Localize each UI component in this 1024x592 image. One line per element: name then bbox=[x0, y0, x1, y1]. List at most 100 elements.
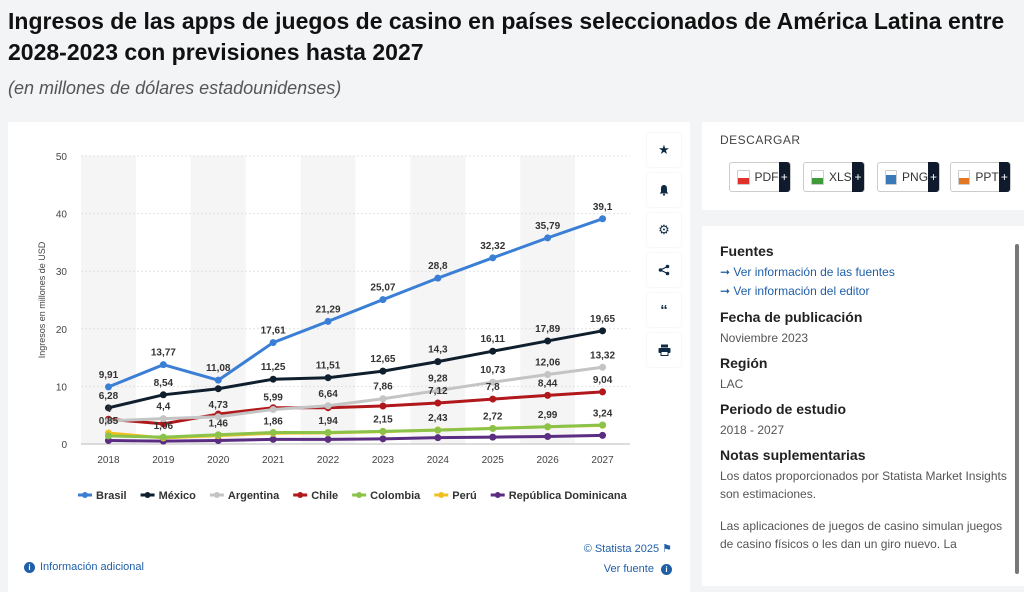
data-label: 9,04 bbox=[593, 375, 613, 386]
data-label: 17,89 bbox=[535, 324, 560, 335]
data-point bbox=[324, 402, 332, 410]
legend-swatch-dot bbox=[356, 492, 363, 498]
download-xls-label: XLS bbox=[829, 170, 852, 184]
gear-icon[interactable]: ⚙ bbox=[647, 213, 681, 247]
data-label: 8,44 bbox=[538, 378, 558, 389]
data-label: 8,54 bbox=[154, 378, 174, 389]
sources-title: Fuentes bbox=[720, 243, 774, 259]
legend-entry: Argentina bbox=[228, 490, 280, 502]
plus-icon: + bbox=[778, 162, 790, 192]
additional-info-link[interactable]: i Información adicional bbox=[24, 561, 144, 573]
legend-swatch-dot bbox=[144, 492, 151, 498]
info-panel: Fuentes ➞ Ver información de las fuentes… bbox=[702, 226, 1024, 586]
download-title: DESCARGAR bbox=[720, 133, 801, 147]
data-point bbox=[214, 376, 222, 384]
data-label: 11,51 bbox=[316, 361, 341, 372]
data-point bbox=[489, 254, 497, 262]
data-label: 1,06 bbox=[154, 421, 174, 432]
data-label: 1,46 bbox=[209, 419, 229, 430]
data-point bbox=[324, 428, 332, 436]
share-icon[interactable] bbox=[647, 253, 681, 287]
publication-title: Fecha de publicación bbox=[720, 309, 863, 325]
data-point bbox=[324, 374, 332, 382]
info-scrollbar[interactable] bbox=[1015, 244, 1019, 574]
x-tick-label: 2027 bbox=[591, 455, 614, 466]
source-link[interactable]: Ver fuente i bbox=[604, 563, 672, 575]
region-title: Región bbox=[720, 355, 768, 371]
data-label: 7,12 bbox=[428, 386, 448, 397]
y-tick-label: 40 bbox=[56, 210, 68, 221]
x-tick-label: 2022 bbox=[317, 455, 340, 466]
line-chart: 0 10 20 30 40 50 Ingresos en millones de USD 20… bbox=[37, 152, 630, 502]
sources-link[interactable]: ➞ Ver información de las fuentes bbox=[720, 263, 1010, 282]
column-band bbox=[81, 156, 136, 444]
data-point bbox=[434, 399, 442, 407]
data-point bbox=[599, 388, 607, 396]
data-point bbox=[599, 421, 607, 429]
period-section: Periodo de estudio 2018 - 2027 bbox=[720, 401, 1010, 439]
legend-swatch-dot bbox=[82, 492, 88, 498]
data-point bbox=[104, 417, 112, 425]
pdf-file-icon bbox=[737, 169, 750, 185]
bell-icon[interactable] bbox=[647, 173, 681, 207]
data-point bbox=[434, 434, 442, 442]
legend-entry: Chile bbox=[311, 490, 338, 502]
data-point bbox=[324, 435, 332, 443]
data-label: 10,73 bbox=[480, 365, 505, 376]
legend-entry: Perú bbox=[452, 490, 476, 502]
data-label: 21,29 bbox=[316, 304, 341, 315]
data-point bbox=[544, 234, 552, 242]
star-icon[interactable]: ★ bbox=[647, 133, 681, 167]
data-label: 14,3 bbox=[428, 345, 448, 356]
data-label: 9,91 bbox=[99, 370, 119, 381]
series-line-colombia bbox=[108, 423, 603, 439]
data-label: 12,65 bbox=[370, 354, 395, 365]
data-point bbox=[379, 402, 387, 410]
series-line-rep-blica-dominicana bbox=[108, 433, 603, 443]
data-point bbox=[599, 431, 607, 439]
download-pdf-button[interactable]: PDF + bbox=[729, 162, 791, 192]
data-label: 1,86 bbox=[263, 416, 283, 427]
data-point bbox=[159, 433, 167, 441]
data-label: 7,8 bbox=[486, 382, 500, 393]
x-tick-label: 2021 bbox=[262, 455, 285, 466]
plus-icon: + bbox=[928, 162, 939, 192]
legend-swatch-dot bbox=[297, 492, 304, 498]
plus-icon: + bbox=[998, 162, 1010, 192]
data-point bbox=[599, 327, 607, 335]
y-axis-label: Ingresos en millones de USD bbox=[37, 241, 47, 358]
series-line-brasil bbox=[107, 217, 604, 389]
quote-icon[interactable]: “ bbox=[647, 293, 681, 327]
data-point bbox=[104, 432, 112, 440]
copyright-link[interactable]: © Statista 2025 ⚑ bbox=[584, 542, 672, 555]
data-point bbox=[269, 435, 277, 443]
xls-file-icon bbox=[811, 169, 824, 185]
data-label: 11,25 bbox=[261, 362, 286, 373]
data-point bbox=[104, 404, 112, 412]
sources-link-label: Ver información de las fuentes bbox=[733, 265, 895, 279]
data-point bbox=[269, 405, 277, 413]
x-tick-label: 2025 bbox=[482, 455, 505, 466]
y-tick-label: 20 bbox=[56, 325, 68, 336]
data-point bbox=[214, 437, 222, 445]
download-xls-button[interactable]: XLS + bbox=[803, 162, 865, 192]
download-ppt-button[interactable]: PPT + bbox=[950, 162, 1011, 192]
data-point bbox=[159, 415, 167, 423]
data-point bbox=[324, 317, 332, 325]
download-png-button[interactable]: PNG + bbox=[877, 162, 940, 192]
x-tick-label: 2018 bbox=[97, 455, 120, 466]
data-point bbox=[379, 367, 387, 375]
data-label: 19,65 bbox=[590, 314, 615, 325]
print-icon[interactable] bbox=[647, 333, 681, 367]
data-point bbox=[379, 427, 387, 435]
data-label: 2,15 bbox=[373, 415, 393, 426]
data-point bbox=[159, 420, 167, 428]
editor-link[interactable]: ➞ Ver información del editor bbox=[720, 282, 1010, 301]
data-point bbox=[159, 361, 167, 369]
data-point bbox=[214, 431, 222, 439]
y-tick-label: 0 bbox=[61, 440, 67, 451]
arrow-right-icon: ➞ bbox=[720, 284, 734, 298]
x-tick-label: 2019 bbox=[152, 455, 175, 466]
period-value: 2018 - 2027 bbox=[720, 423, 785, 437]
x-tick-label: 2026 bbox=[537, 455, 560, 466]
